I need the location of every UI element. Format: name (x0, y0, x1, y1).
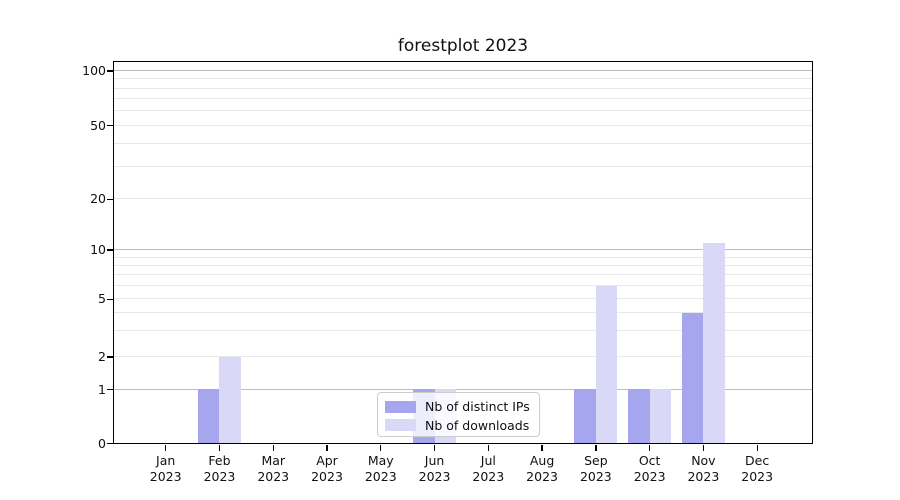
legend-swatch (385, 400, 416, 413)
bar-downloads (219, 356, 241, 443)
y-tick-mark (106, 388, 113, 391)
x-tick-label: Sep 2023 (579, 452, 612, 484)
y-tick-mark (106, 198, 113, 200)
x-tick-mark (648, 444, 651, 451)
y-tick-label: 2 (98, 349, 106, 364)
gridline-minor (114, 256, 812, 258)
gridline-major (114, 388, 812, 390)
y-tick-label: 1 (98, 381, 106, 397)
legend-label: Nb of downloads (425, 417, 530, 433)
x-tick-mark (272, 444, 274, 451)
x-tick-label: Aug 2023 (526, 452, 558, 484)
legend-entry: Nb of distinct IPs (385, 398, 531, 416)
bar-distinct-ips (681, 312, 704, 443)
gridline-minor (114, 98, 812, 100)
y-tick-mark (106, 298, 113, 300)
y-tick-label: 5 (98, 291, 106, 307)
gridline-minor (114, 330, 812, 332)
gridline-minor (114, 298, 812, 300)
y-tick-label: 20 (90, 191, 106, 207)
gridline-minor (114, 110, 812, 112)
gridline-minor (114, 124, 812, 126)
bar-distinct-ips (197, 389, 220, 443)
gridline-minor (114, 78, 812, 80)
legend: Nb of distinct IPs Nb of downloads (377, 392, 540, 437)
y-tick-label: 100 (82, 63, 106, 78)
gridline-minor (114, 264, 812, 266)
x-tick-mark (756, 444, 758, 451)
x-tick-label: Oct 2023 (633, 452, 666, 484)
x-tick-label: Jul 2023 (472, 452, 505, 484)
x-tick-mark (541, 444, 543, 451)
x-tick-label: Jun 2023 (418, 452, 451, 484)
gridline-minor (114, 312, 812, 314)
gridline-minor (114, 165, 812, 167)
x-tick-label: Nov 2023 (687, 452, 720, 484)
x-tick-mark (380, 444, 382, 451)
y-tick-mark (106, 125, 113, 127)
x-tick-mark (487, 444, 489, 451)
gridline-minor (114, 285, 812, 287)
x-tick-label: Mar 2023 (257, 452, 290, 484)
x-tick-mark (218, 444, 221, 451)
x-tick-mark (165, 444, 167, 451)
x-tick-label: May 2023 (364, 452, 397, 484)
gridline-major (114, 70, 812, 71)
gridline-minor (114, 198, 812, 200)
bar-distinct-ips (574, 389, 596, 443)
y-tick-mark (106, 249, 113, 251)
x-tick-label: Apr 2023 (311, 452, 343, 484)
x-tick-mark (326, 444, 328, 451)
x-tick-label: Jan 2023 (149, 452, 182, 484)
x-tick-label: Dec 2023 (741, 452, 774, 484)
gridline-minor (114, 274, 812, 276)
x-tick-mark (433, 444, 436, 451)
bar-downloads (703, 242, 725, 443)
y-tick-mark (106, 442, 113, 445)
plot-area (114, 62, 812, 443)
y-tick-mark (106, 70, 113, 72)
gridline-major (114, 249, 812, 250)
x-tick-label: Feb 2023 (203, 452, 236, 484)
y-tick-label: 50 (90, 117, 106, 133)
gridline-minor (114, 142, 812, 144)
chart-title: forestplot 2023 (397, 36, 529, 56)
y-tick-label: 10 (90, 242, 106, 257)
y-tick-mark (106, 356, 113, 358)
legend-label: Nb of distinct IPs (425, 399, 530, 414)
legend-entry: Nb of downloads (385, 416, 531, 434)
bar-distinct-ips (628, 389, 650, 443)
gridline-minor (114, 87, 812, 89)
bar-downloads (595, 285, 618, 443)
y-tick-label: 0 (98, 435, 106, 451)
bar-downloads (649, 389, 672, 443)
legend-swatch (385, 419, 416, 431)
x-tick-mark (702, 444, 705, 451)
gridline-minor (114, 356, 812, 357)
x-tick-mark (595, 444, 597, 451)
